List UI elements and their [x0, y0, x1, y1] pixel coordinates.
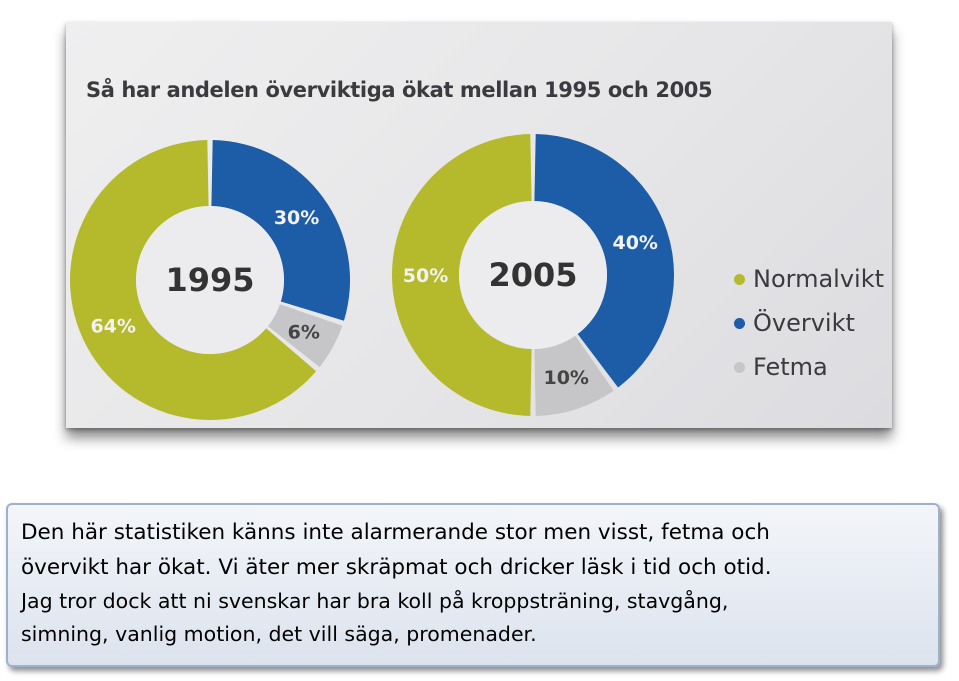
caption-box: Den här statistiken känns inte alarmeran…: [6, 503, 940, 667]
legend-item-overvikt: Övervikt: [734, 301, 884, 345]
value-label: 10%: [543, 367, 588, 389]
value-label: 6%: [288, 322, 320, 344]
center-label: 1995: [165, 261, 254, 299]
caption-line: Jag tror dock att ni svenskar har bra ko…: [21, 589, 729, 613]
value-label: 30%: [274, 207, 319, 229]
value-label: 64%: [90, 316, 135, 338]
slice-fetma-1995: [267, 304, 343, 368]
legend-label: Fetma: [753, 353, 828, 381]
legend-label: Normalvikt: [753, 265, 885, 293]
legend-dot-icon: [734, 317, 745, 329]
legend-dot-icon: [734, 273, 745, 285]
value-label: 50%: [403, 265, 448, 287]
caption-line: simning, vanlig motion, det vill säga, p…: [21, 622, 537, 646]
chart-title: Så har andelen överviktiga ökat mellan 1…: [86, 78, 713, 102]
donut-hole: [136, 206, 284, 354]
legend-item-normalvikt: Normalvikt: [734, 257, 884, 301]
value-label: 40%: [612, 232, 657, 254]
donut-2005: 2005 40% 10% 50%: [391, 134, 674, 416]
chart-photo: Så har andelen överviktiga ökat mellan 1…: [66, 22, 892, 428]
chart-legend: Normalvikt Övervikt Fetma: [734, 257, 884, 389]
slice-normalvikt-2005: [391, 134, 532, 416]
slice-normalvikt-1995: [69, 140, 317, 420]
legend-dot-icon: [734, 361, 745, 373]
caption-line: Den här statistiken känns inte alarmeran…: [21, 520, 770, 545]
donut-charts: 1995 30% 6% 64% 2005 40% 10% 50%: [69, 134, 674, 420]
center-label: 2005: [488, 256, 577, 294]
slice-övervikt-1995: [211, 140, 350, 321]
caption-line: övervikt har ökat. Vi äter mer skräpmat …: [21, 555, 772, 580]
donut-hole: [459, 201, 607, 349]
donut-1995: 1995 30% 6% 64%: [69, 140, 350, 420]
legend-label: Övervikt: [753, 309, 855, 337]
legend-item-fetma: Fetma: [734, 345, 884, 389]
slice-fetma-2005: [534, 335, 614, 416]
slice-övervikt-2005: [534, 134, 674, 388]
